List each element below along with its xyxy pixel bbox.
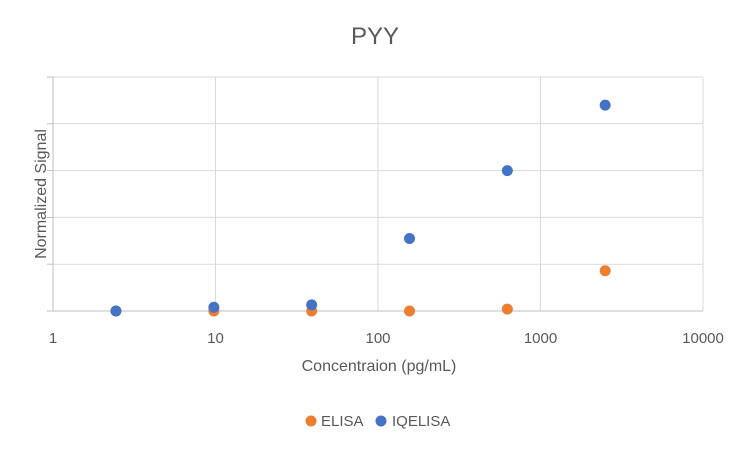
legend-marker-elisa bbox=[305, 415, 317, 427]
legend: ELISA IQELISA bbox=[305, 413, 450, 430]
legend-label-iqelisa: IQELISA bbox=[392, 413, 450, 430]
x-tick-label: 1 bbox=[49, 330, 57, 347]
point-iqelisa-5 bbox=[599, 99, 611, 111]
x-axis-label: Concentraion (pg/mL) bbox=[302, 358, 457, 375]
point-elisa-5 bbox=[599, 265, 611, 277]
x-tick-label: 10 bbox=[207, 330, 224, 347]
x-tick-label: 1000 bbox=[524, 330, 557, 347]
point-iqelisa-2 bbox=[306, 299, 318, 311]
legend-label-elisa: ELISA bbox=[321, 413, 364, 430]
x-tick-labels: 1 10 100 1000 10000 bbox=[49, 330, 724, 347]
gridlines bbox=[52, 76, 704, 311]
legend-marker-iqelisa bbox=[375, 415, 387, 427]
point-elisa-4 bbox=[501, 303, 513, 315]
point-iqelisa-0 bbox=[110, 305, 122, 317]
x-tick-label: 100 bbox=[365, 330, 390, 347]
chart-title: PYY bbox=[351, 23, 399, 50]
point-iqelisa-4 bbox=[501, 165, 513, 177]
y-axis-label: Normalized Signal bbox=[33, 129, 50, 259]
data-points bbox=[110, 99, 611, 317]
point-iqelisa-1 bbox=[208, 301, 220, 313]
axes bbox=[47, 76, 703, 312]
point-iqelisa-3 bbox=[403, 232, 415, 244]
point-elisa-3 bbox=[403, 305, 415, 317]
x-tick-label: 10000 bbox=[682, 330, 724, 347]
